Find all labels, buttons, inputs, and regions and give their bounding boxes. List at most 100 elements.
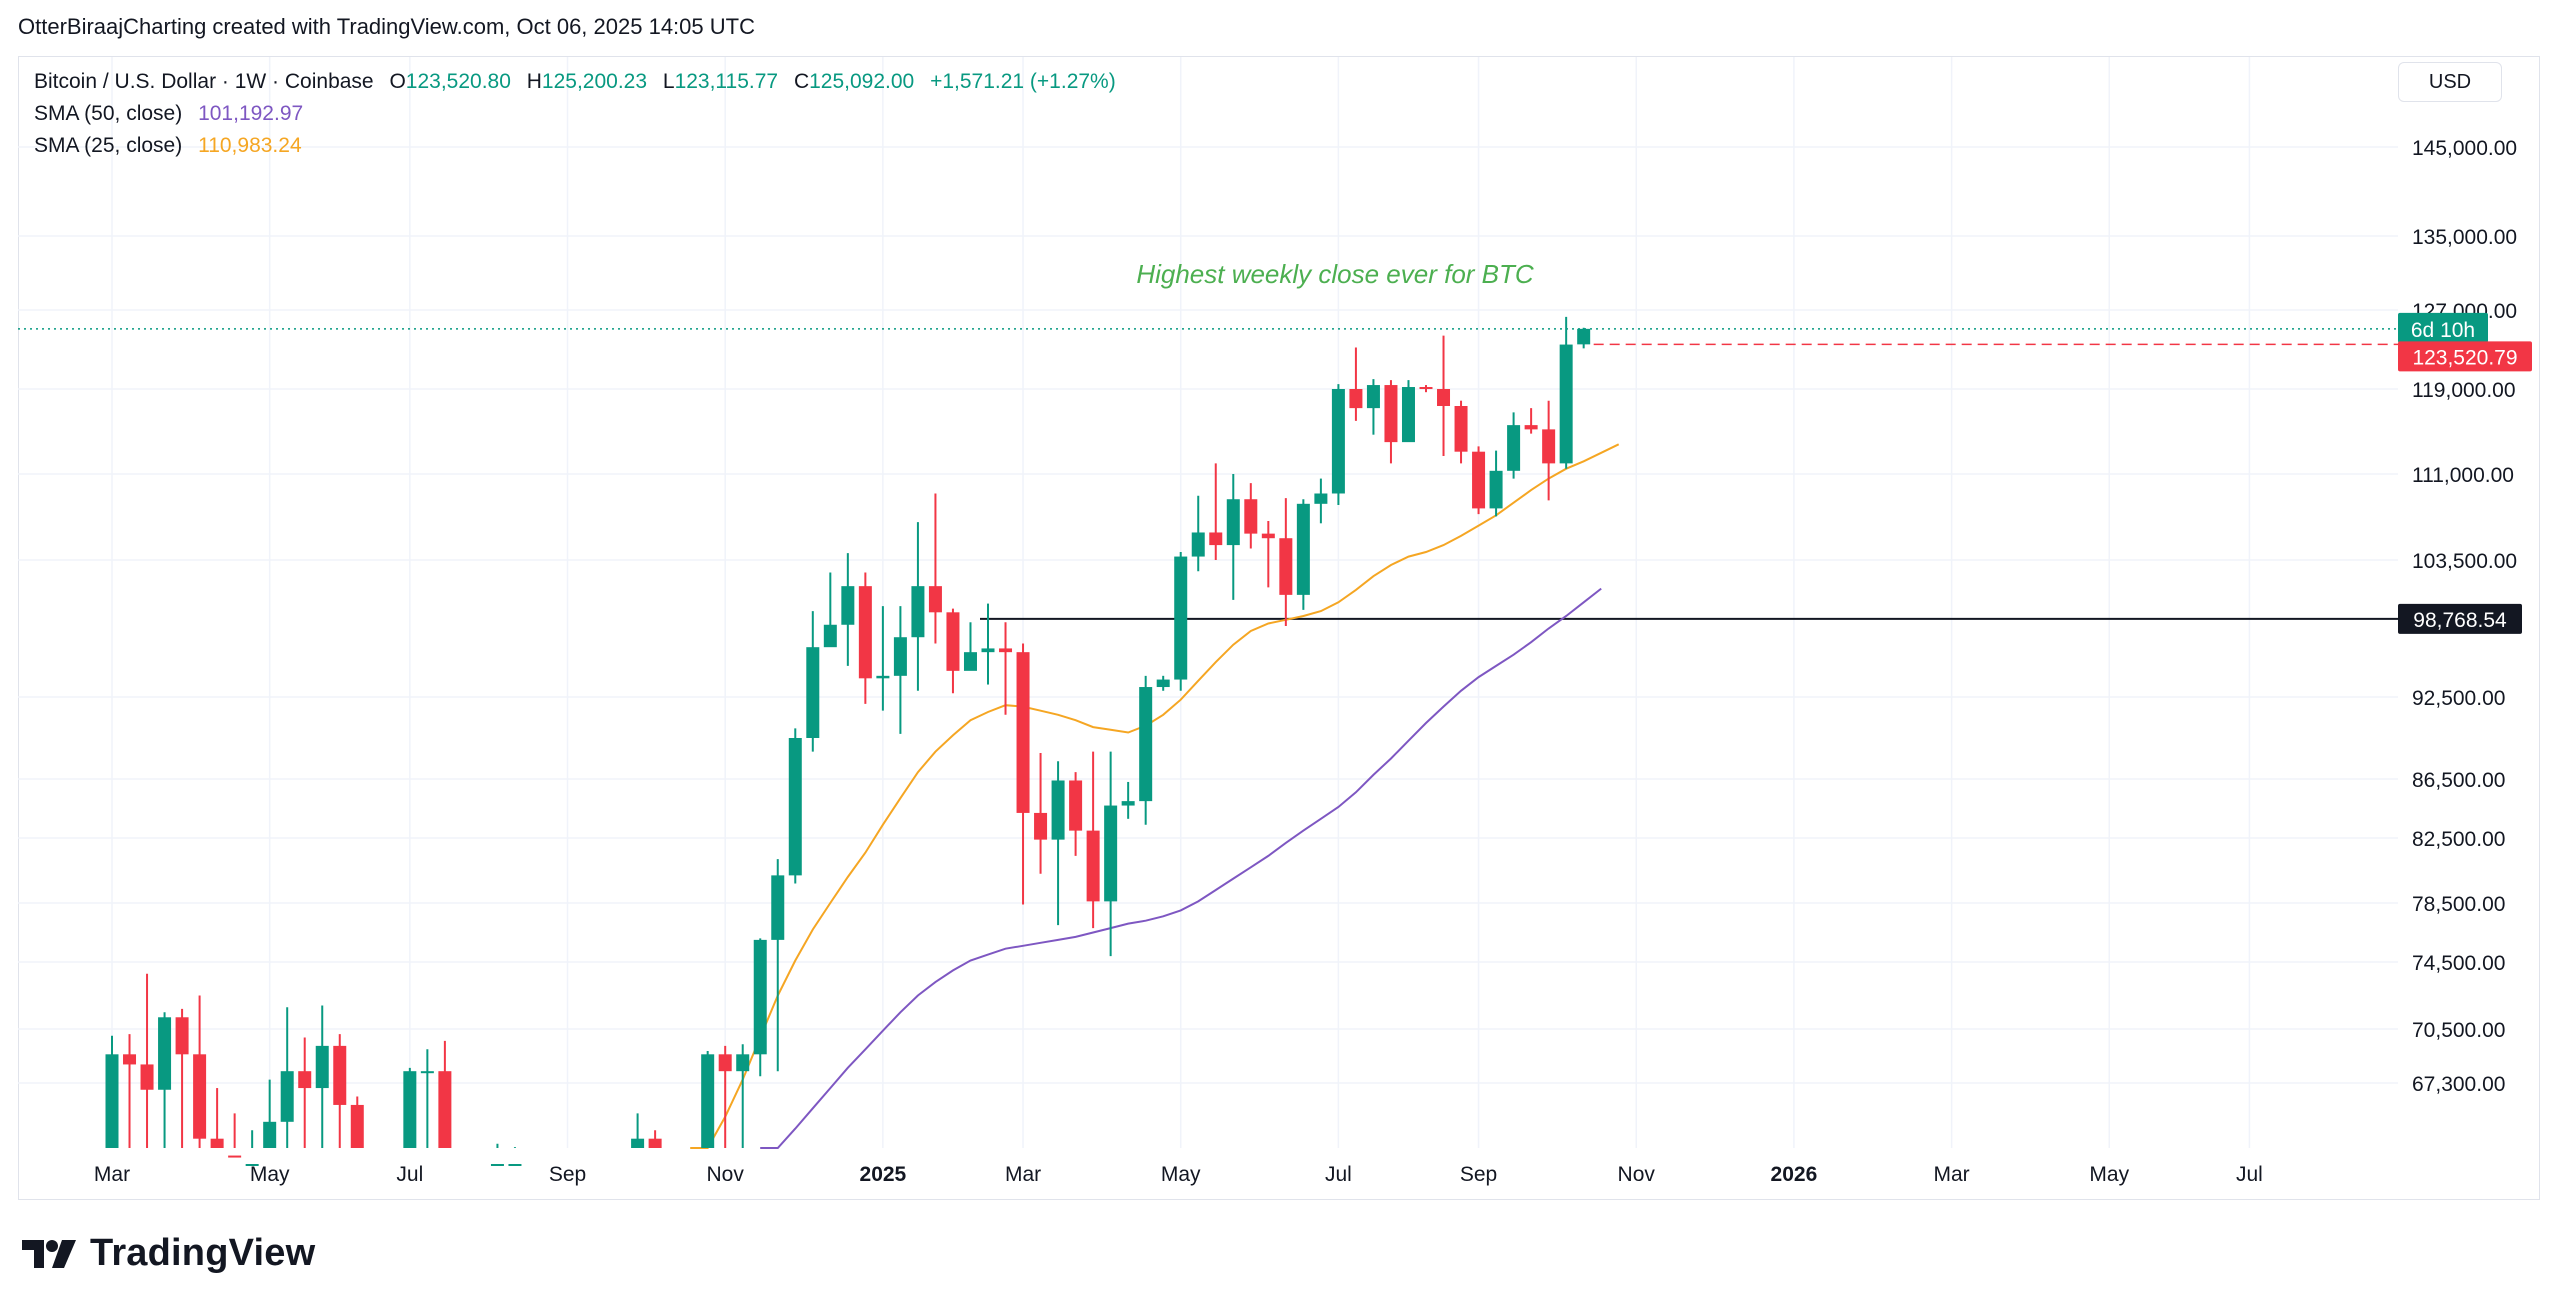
x-tick-label: 2026	[1771, 1163, 1818, 1186]
x-tick-label: Mar	[1934, 1163, 1970, 1186]
candle-body	[648, 1138, 662, 1148]
legend-high-value: 125,200.23	[541, 70, 648, 93]
legend-open-label: O	[389, 70, 406, 93]
candle-body	[1226, 499, 1240, 546]
candle-body	[911, 586, 925, 638]
candle	[420, 1049, 434, 1148]
candle	[1314, 478, 1328, 524]
candle	[333, 1034, 347, 1148]
x-tick-label: May	[1161, 1163, 1201, 1186]
candle-body	[963, 652, 977, 671]
candle	[1156, 675, 1170, 691]
candle	[893, 606, 907, 734]
candle-body	[981, 648, 995, 653]
candle	[490, 1143, 504, 1166]
candle-body	[1437, 389, 1451, 406]
candle	[1209, 463, 1223, 560]
candle	[648, 1130, 662, 1148]
candle	[403, 1067, 417, 1148]
candle	[298, 1037, 312, 1148]
open-price-tag-bg	[2398, 341, 2532, 372]
y-tick-label: 74,500.00	[2412, 952, 2505, 975]
tradingview-logo[interactable]: TradingView	[22, 1232, 315, 1275]
axis-layer: 145,000.00135,000.00127,000.00119,000.00…	[94, 137, 2517, 1186]
candle	[1366, 379, 1380, 435]
candle-body	[1507, 425, 1521, 471]
candle	[1542, 400, 1556, 501]
legend-symbol[interactable]: Bitcoin / U.S. Dollar · 1W · Coinbase	[34, 70, 374, 93]
price-label-layer: 6d 10h 123,520.79 98,768.54	[2398, 312, 2532, 634]
legend-change-value: +1,571.21 (+1.27%)	[930, 70, 1116, 93]
candle	[158, 1012, 172, 1148]
candle	[858, 572, 872, 704]
candle	[1384, 380, 1398, 464]
candle-body	[736, 1054, 750, 1072]
countdown-label: 6d 10h	[2411, 319, 2475, 342]
candle	[946, 608, 960, 694]
candle-body	[193, 1054, 207, 1139]
candle-body	[806, 647, 820, 738]
candle-body	[420, 1071, 434, 1074]
candle	[1174, 551, 1188, 691]
candle-body	[228, 1155, 242, 1158]
candle-body	[1191, 532, 1205, 557]
candle-body	[1261, 533, 1275, 539]
candle	[1086, 751, 1100, 929]
candle-body	[1419, 387, 1433, 390]
tradingview-logo-icon	[22, 1239, 76, 1268]
candle-body	[1279, 538, 1293, 595]
candle	[1559, 316, 1573, 469]
candle-body	[1104, 805, 1118, 902]
candle-body	[1331, 389, 1345, 494]
x-tick-label: May	[250, 1163, 290, 1186]
candle	[631, 1113, 645, 1148]
legend-sma50-label: SMA (50, close)	[34, 102, 183, 125]
candle-body	[158, 1017, 172, 1090]
candle-body	[999, 648, 1013, 653]
candle-body	[893, 637, 907, 676]
support-price-tag-bg	[2398, 603, 2522, 634]
candle	[1489, 450, 1503, 517]
candle	[911, 522, 925, 691]
candle-body	[1086, 830, 1100, 902]
candle	[718, 1045, 732, 1148]
candle-body	[438, 1071, 452, 1148]
candle-body	[1244, 499, 1258, 534]
x-tick-label: Jul	[2236, 1163, 2263, 1186]
support-price-tag: 98,768.54	[2398, 603, 2522, 634]
chart-legend: Bitcoin / U.S. Dollar · 1W · Coinbase O 1…	[34, 66, 1116, 162]
x-tick-label: May	[2089, 1163, 2129, 1186]
candle	[280, 1007, 294, 1148]
legend-low-label: L	[662, 70, 675, 93]
candle-layer	[105, 316, 1591, 1166]
candle	[508, 1147, 522, 1166]
sma-layer	[690, 443, 1620, 1149]
y-tick-label: 145,000.00	[2412, 137, 2517, 160]
y-tick-label: 119,000.00	[2412, 379, 2516, 402]
candle-body	[315, 1045, 329, 1089]
candle	[1437, 335, 1451, 456]
candle	[245, 1130, 259, 1166]
candle-body	[280, 1071, 294, 1122]
currency-button[interactable]: USD	[2398, 62, 2502, 102]
candle	[1104, 751, 1118, 957]
candle	[788, 728, 802, 884]
candle-body	[1156, 679, 1170, 688]
legend-sma50-row[interactable]: SMA (50, close) 101,192.97	[34, 98, 1116, 130]
attribution-text: OtterBiraajCharting created with Trading…	[18, 14, 755, 39]
sma50-line	[760, 587, 1602, 1149]
candle-body	[1366, 385, 1380, 409]
candle	[1472, 446, 1486, 515]
current-price-tag: 6d 10h	[2398, 312, 2488, 343]
x-tick-label: Mar	[94, 1163, 130, 1186]
candle-body	[1542, 429, 1556, 464]
legend-sma50-value: 101,192.97	[198, 102, 304, 125]
candle	[1454, 400, 1468, 464]
candle	[736, 1044, 750, 1148]
candle-body	[1314, 493, 1328, 504]
candle-body	[1069, 780, 1083, 831]
candle	[841, 553, 855, 666]
legend-sma25-row[interactable]: SMA (25, close) 110,983.24	[34, 130, 1116, 162]
y-tick-label: 70,500.00	[2412, 1019, 2505, 1042]
